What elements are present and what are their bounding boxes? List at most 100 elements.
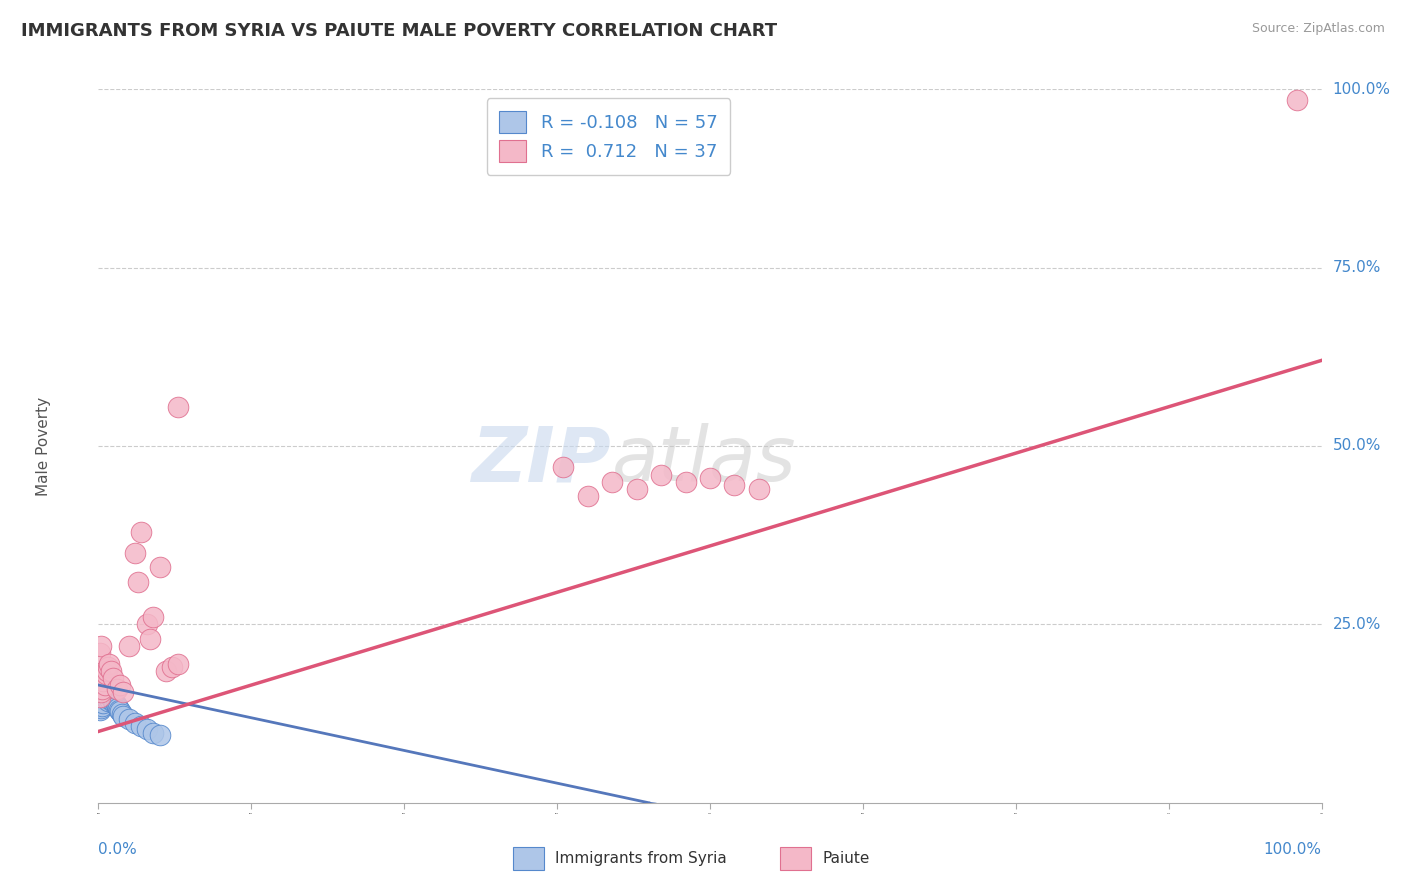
Point xyxy=(105,681,128,696)
Point xyxy=(124,546,146,560)
Text: 50.0%: 50.0% xyxy=(1333,439,1381,453)
Point xyxy=(600,475,623,489)
Point xyxy=(104,698,127,712)
Text: IMMIGRANTS FROM SYRIA VS PAIUTE MALE POVERTY CORRELATION CHART: IMMIGRANTS FROM SYRIA VS PAIUTE MALE POV… xyxy=(21,22,778,40)
Point xyxy=(89,692,111,706)
Point xyxy=(675,475,697,489)
Point xyxy=(142,610,165,624)
Point xyxy=(90,694,112,708)
Point xyxy=(93,690,115,705)
Point xyxy=(111,708,134,723)
Point xyxy=(91,678,114,692)
Point xyxy=(90,673,112,687)
Point xyxy=(89,674,111,689)
Point xyxy=(91,687,114,701)
Point xyxy=(91,692,114,706)
Point xyxy=(167,400,190,414)
Point xyxy=(89,671,111,685)
Point xyxy=(118,712,141,726)
Point xyxy=(89,678,111,692)
Point xyxy=(93,678,115,692)
Point xyxy=(103,696,125,710)
Point xyxy=(91,699,114,714)
Point xyxy=(111,685,134,699)
Point xyxy=(90,687,112,701)
Point xyxy=(576,489,599,503)
Point xyxy=(111,706,134,721)
Legend: R = -0.108   N = 57, R =  0.712   N = 37: R = -0.108 N = 57, R = 0.712 N = 37 xyxy=(486,98,730,175)
Point xyxy=(149,560,172,574)
Point xyxy=(101,671,124,685)
Point xyxy=(129,524,152,539)
Text: ZIP: ZIP xyxy=(472,424,612,497)
Point xyxy=(91,681,114,696)
Text: 0.0%: 0.0% xyxy=(98,842,138,856)
Text: 25.0%: 25.0% xyxy=(1333,617,1381,632)
Point xyxy=(100,664,122,678)
Point xyxy=(553,460,575,475)
Point xyxy=(91,683,114,698)
Point xyxy=(94,690,117,705)
Point xyxy=(90,685,112,699)
Point xyxy=(89,646,111,660)
Text: 75.0%: 75.0% xyxy=(1333,260,1381,275)
Point xyxy=(160,660,183,674)
Point xyxy=(91,696,114,710)
Point xyxy=(167,657,190,671)
Point xyxy=(94,687,117,701)
Point xyxy=(90,701,112,715)
Point xyxy=(91,674,114,689)
Point xyxy=(96,689,118,703)
Point xyxy=(650,467,672,482)
Point xyxy=(89,699,111,714)
Text: atlas: atlas xyxy=(612,424,797,497)
Point xyxy=(91,685,114,699)
Text: 100.0%: 100.0% xyxy=(1333,82,1391,96)
Point xyxy=(155,664,177,678)
Point xyxy=(91,671,114,685)
Point xyxy=(101,692,124,706)
Point xyxy=(90,676,112,690)
Point xyxy=(90,683,112,698)
Point xyxy=(127,574,149,589)
Point xyxy=(149,728,172,742)
Point xyxy=(93,685,115,699)
Point xyxy=(101,694,124,708)
Point xyxy=(110,705,132,719)
Point xyxy=(91,696,114,710)
Point xyxy=(110,678,132,692)
Point xyxy=(96,692,118,706)
Point xyxy=(124,715,146,730)
Point xyxy=(89,689,111,703)
Point xyxy=(89,681,111,696)
Point xyxy=(129,719,152,733)
Point xyxy=(136,723,159,737)
Text: Paiute: Paiute xyxy=(823,852,870,866)
Point xyxy=(626,482,648,496)
Point xyxy=(136,617,159,632)
Point xyxy=(90,692,112,706)
Point xyxy=(98,692,121,706)
Point xyxy=(89,690,111,705)
Point xyxy=(89,703,111,717)
Point xyxy=(89,685,111,699)
Point xyxy=(139,632,162,646)
Point xyxy=(94,667,117,681)
Point xyxy=(89,696,111,710)
Point xyxy=(90,690,112,705)
Point xyxy=(93,689,115,703)
Point xyxy=(1286,93,1309,107)
Point xyxy=(97,694,120,708)
Point xyxy=(105,699,128,714)
Point xyxy=(748,482,770,496)
Point xyxy=(107,701,129,715)
Point xyxy=(699,471,721,485)
Point xyxy=(91,681,114,696)
Point xyxy=(108,703,131,717)
Point xyxy=(90,698,112,712)
Point xyxy=(98,657,121,671)
Text: Source: ZipAtlas.com: Source: ZipAtlas.com xyxy=(1251,22,1385,36)
Point xyxy=(96,664,118,678)
Point xyxy=(100,690,122,705)
Point xyxy=(723,478,745,492)
